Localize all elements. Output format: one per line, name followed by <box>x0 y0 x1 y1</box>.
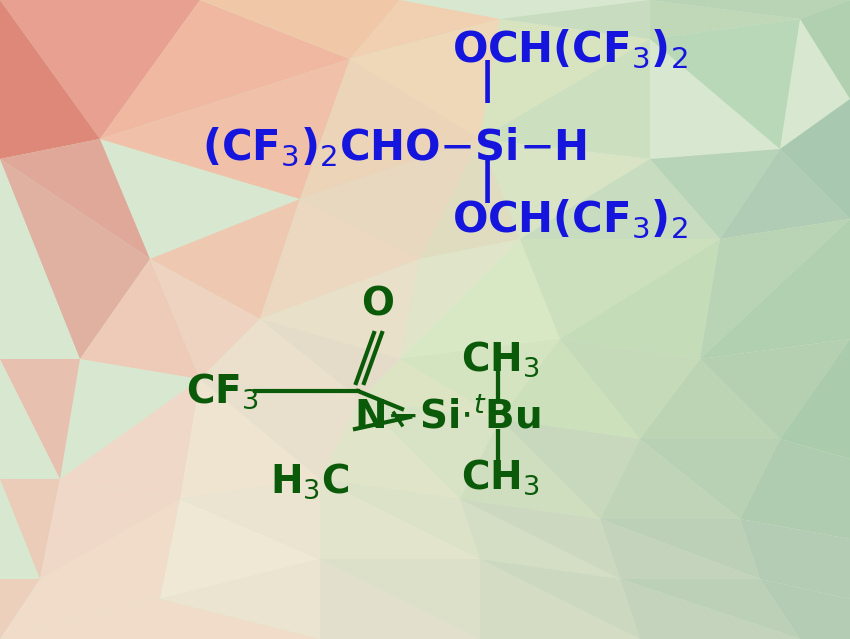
Text: |: | <box>490 362 504 401</box>
Polygon shape <box>0 0 200 139</box>
Polygon shape <box>620 579 800 639</box>
Text: OCH(CF$_3$)$_2$: OCH(CF$_3$)$_2$ <box>452 27 688 70</box>
Polygon shape <box>760 579 850 639</box>
Polygon shape <box>400 239 560 359</box>
Polygon shape <box>0 579 160 639</box>
Polygon shape <box>320 559 480 639</box>
Polygon shape <box>500 339 640 439</box>
Text: |: | <box>479 59 495 102</box>
Text: H$_3$C: H$_3$C <box>270 461 349 501</box>
Polygon shape <box>480 19 650 139</box>
Polygon shape <box>150 199 300 319</box>
Polygon shape <box>260 259 420 359</box>
Polygon shape <box>720 149 850 239</box>
Polygon shape <box>480 559 640 639</box>
Polygon shape <box>0 579 40 639</box>
Polygon shape <box>700 219 850 359</box>
Text: CH$_3$: CH$_3$ <box>461 457 539 497</box>
Polygon shape <box>480 139 650 239</box>
Polygon shape <box>160 559 320 639</box>
Polygon shape <box>480 39 650 159</box>
Polygon shape <box>560 239 720 359</box>
Polygon shape <box>160 499 320 599</box>
Text: N$-$Si$\cdot$$^t$Bu: N$-$Si$\cdot$$^t$Bu <box>354 398 541 436</box>
Polygon shape <box>780 339 850 459</box>
Polygon shape <box>100 59 350 199</box>
Polygon shape <box>80 259 200 379</box>
Polygon shape <box>0 599 320 639</box>
Text: O: O <box>361 285 394 323</box>
Polygon shape <box>0 0 100 159</box>
Polygon shape <box>600 519 760 579</box>
Polygon shape <box>260 199 420 319</box>
Polygon shape <box>40 479 180 579</box>
Polygon shape <box>40 499 180 599</box>
Polygon shape <box>480 559 640 639</box>
Polygon shape <box>740 439 850 539</box>
Polygon shape <box>560 339 700 439</box>
Polygon shape <box>320 399 460 499</box>
Polygon shape <box>350 0 500 59</box>
Polygon shape <box>300 139 480 259</box>
Polygon shape <box>320 559 480 639</box>
Polygon shape <box>520 159 720 239</box>
Text: |: | <box>479 160 495 203</box>
Polygon shape <box>300 59 480 199</box>
Polygon shape <box>650 0 850 19</box>
Polygon shape <box>460 499 620 579</box>
Polygon shape <box>500 419 640 519</box>
Polygon shape <box>650 0 800 39</box>
Polygon shape <box>0 139 150 259</box>
Polygon shape <box>350 19 500 139</box>
Polygon shape <box>700 219 850 359</box>
Polygon shape <box>60 379 200 499</box>
Polygon shape <box>320 479 480 559</box>
Polygon shape <box>360 359 500 419</box>
Polygon shape <box>0 159 150 359</box>
Polygon shape <box>0 479 60 579</box>
Polygon shape <box>650 149 780 239</box>
Polygon shape <box>420 139 520 259</box>
Polygon shape <box>180 479 320 559</box>
Polygon shape <box>360 399 500 499</box>
Polygon shape <box>180 379 320 499</box>
Text: (CF$_3$)$_2$CHO$-$Si$-$H: (CF$_3$)$_2$CHO$-$Si$-$H <box>202 125 587 169</box>
Polygon shape <box>600 519 760 579</box>
Polygon shape <box>200 319 360 399</box>
Text: CF$_3$: CF$_3$ <box>185 371 258 411</box>
Polygon shape <box>500 0 650 39</box>
Polygon shape <box>320 479 480 559</box>
Text: OCH(CF$_3$)$_2$: OCH(CF$_3$)$_2$ <box>452 197 688 241</box>
Polygon shape <box>780 99 850 219</box>
Polygon shape <box>600 439 740 519</box>
Polygon shape <box>640 359 780 439</box>
Polygon shape <box>460 419 600 519</box>
Polygon shape <box>200 0 400 59</box>
Polygon shape <box>400 339 560 419</box>
Text: CH$_3$: CH$_3$ <box>461 339 539 379</box>
Polygon shape <box>150 259 260 379</box>
Polygon shape <box>520 239 720 339</box>
Polygon shape <box>200 379 360 479</box>
Polygon shape <box>640 439 780 519</box>
Polygon shape <box>620 579 800 639</box>
Polygon shape <box>650 19 800 149</box>
Polygon shape <box>740 519 850 599</box>
Polygon shape <box>800 0 850 99</box>
Text: |: | <box>490 429 504 468</box>
Polygon shape <box>260 319 400 399</box>
Polygon shape <box>0 359 80 479</box>
Polygon shape <box>400 239 520 359</box>
Polygon shape <box>100 0 350 139</box>
Polygon shape <box>700 339 850 439</box>
Polygon shape <box>460 499 620 579</box>
